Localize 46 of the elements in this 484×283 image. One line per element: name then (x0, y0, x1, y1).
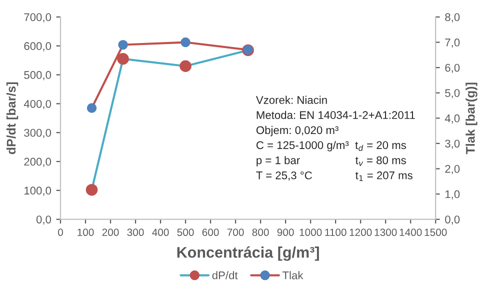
y2-tick-label: 6,0 (445, 64, 460, 74)
y2-tick-label: 7,0 (445, 38, 460, 48)
x-tick-label: 400 (152, 228, 169, 236)
y-tick-label: 300,0 (24, 128, 52, 138)
annotation: T = 25,3 °C (256, 171, 312, 181)
annotation: Vzorek: Niacin (256, 96, 327, 104)
y-tick-label: 500,0 (24, 71, 52, 80)
y2-tick-label: 0,0 (445, 216, 460, 225)
y2-tick-label: 2,0 (445, 165, 460, 174)
y-axis-title: dP/dt [bar/s] (6, 82, 18, 154)
annotation: Metoda: EN 14034-1-2+A1:2011 (256, 110, 415, 120)
legend-label: Tlak (282, 271, 304, 280)
x-tick-label: 0 (58, 228, 63, 236)
x-tick-label: 1100 (325, 228, 346, 236)
y-tick-label: 200,0 (24, 158, 52, 167)
annotation: t$_{v}$ = 80 ms (355, 156, 406, 166)
y2-tick-label: 3,0 (445, 140, 460, 149)
x-tick-label: 100 (78, 228, 94, 236)
x-tick-label: 1200 (350, 228, 372, 236)
x-tick-label: 900 (277, 228, 294, 236)
x-tick-label: 700 (227, 228, 244, 236)
x-tick-label: 1400 (400, 228, 422, 236)
legend-label: dP/dt (212, 271, 238, 280)
y2-tick-label: 4,0 (444, 114, 460, 124)
x-tick-label: 500 (177, 228, 194, 236)
y2-tick-label: 1,0 (445, 190, 460, 200)
x-tick-label: 200 (102, 228, 119, 236)
x-tick-label: 300 (127, 228, 144, 236)
x-tick-label: 1000 (300, 228, 322, 236)
y-tick-label: 600,0 (24, 42, 52, 52)
y-tick-label: 400,0 (24, 100, 52, 110)
x-tick-label: 1300 (374, 228, 397, 236)
y-tick-label: 100,0 (24, 186, 52, 196)
y-tick-label: 0,0 (36, 216, 52, 225)
annotation: p = 1 bar (256, 156, 300, 166)
y2-tick-label: 5,0 (445, 89, 460, 98)
annotation: t$_{1}$ = 207 ms (355, 171, 412, 182)
annotation: Objem: 0,020 m³ (256, 126, 338, 136)
x-axis-title: Koncentrácia [g/m³] (177, 246, 319, 261)
annotation: C = 125-1000 g/m³ t$_{d}$ = 20 ms (256, 140, 406, 152)
y-tick-label: 700,0 (24, 13, 52, 22)
x-tick-label: 600 (202, 228, 219, 236)
y2-tick-label: 8,0 (445, 13, 460, 22)
y2-axis-title: Tlak [bar(g)] (466, 82, 478, 154)
x-tick-label: 1500 (424, 228, 447, 236)
x-tick-label: 800 (252, 228, 269, 236)
